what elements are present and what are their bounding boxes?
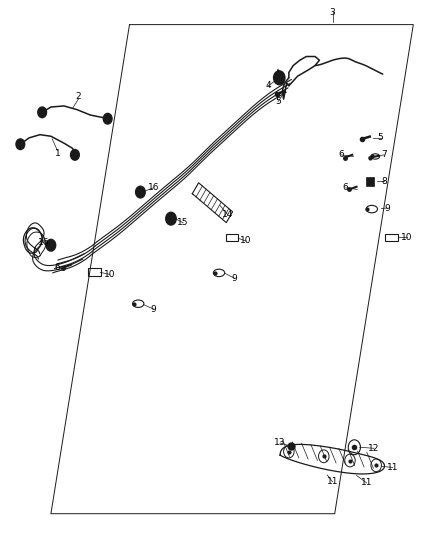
Text: 13: 13: [274, 439, 286, 448]
Text: 16: 16: [38, 238, 49, 247]
Text: 15: 15: [177, 219, 189, 228]
Circle shape: [166, 212, 176, 225]
Text: 8: 8: [381, 177, 387, 186]
Text: 6: 6: [339, 150, 344, 159]
Text: 5: 5: [275, 97, 281, 106]
Text: 10: 10: [240, 237, 252, 246]
Text: 6: 6: [55, 263, 60, 272]
Circle shape: [71, 150, 79, 160]
Text: 11: 11: [387, 463, 399, 472]
Text: 5: 5: [378, 133, 383, 142]
Text: 9: 9: [384, 204, 390, 213]
Text: 6: 6: [343, 183, 349, 192]
Circle shape: [16, 139, 25, 150]
Text: 11: 11: [327, 478, 338, 486]
Circle shape: [274, 71, 285, 85]
Text: 4: 4: [265, 81, 271, 90]
Circle shape: [38, 107, 46, 118]
Text: 9: 9: [231, 273, 237, 282]
Text: 9: 9: [151, 304, 156, 313]
Circle shape: [136, 186, 145, 198]
Text: 16: 16: [148, 183, 159, 192]
Text: 7: 7: [381, 150, 387, 159]
FancyBboxPatch shape: [366, 176, 374, 186]
Text: 2: 2: [76, 92, 81, 101]
Text: 12: 12: [368, 444, 380, 453]
Text: 14: 14: [222, 210, 233, 219]
Text: 10: 10: [401, 233, 413, 242]
Text: 3: 3: [330, 8, 336, 17]
Circle shape: [103, 114, 112, 124]
Text: 11: 11: [361, 478, 372, 487]
Text: 1: 1: [55, 149, 60, 158]
Text: 10: 10: [104, 270, 116, 279]
Circle shape: [46, 239, 56, 251]
